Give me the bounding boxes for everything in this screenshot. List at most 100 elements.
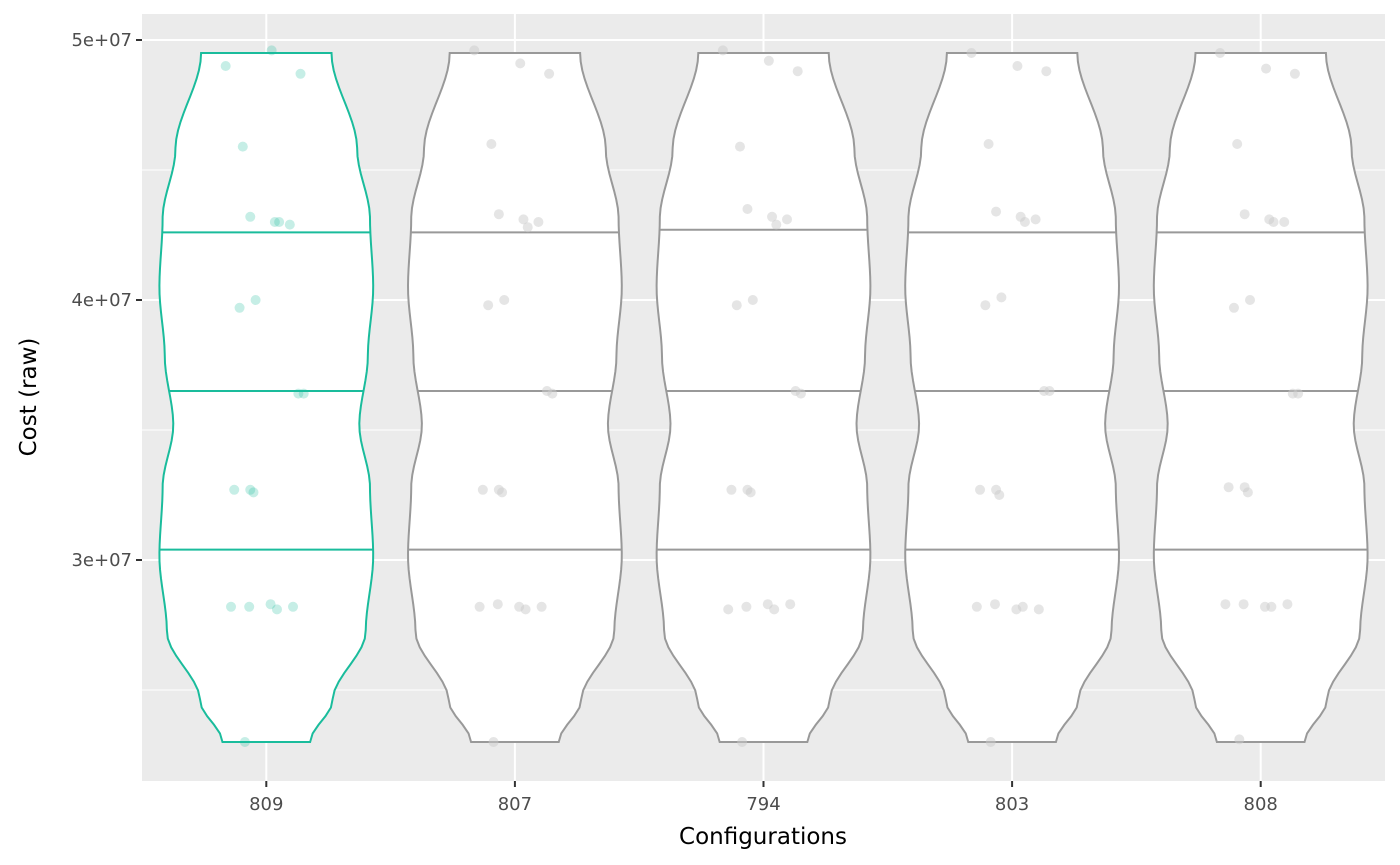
violin-shape <box>655 52 872 743</box>
data-point <box>536 601 547 612</box>
data-point <box>1282 599 1293 610</box>
data-point <box>785 599 796 610</box>
violin-809 <box>158 45 375 747</box>
data-point <box>518 214 529 225</box>
data-point <box>737 737 748 747</box>
data-point <box>483 300 494 311</box>
data-point <box>293 388 304 399</box>
data-point <box>1033 604 1044 615</box>
x-tick-label: 809 <box>249 794 283 815</box>
data-point <box>274 217 285 227</box>
data-point <box>515 58 526 69</box>
data-point <box>741 601 752 612</box>
violin-803 <box>904 48 1120 747</box>
data-point <box>1279 217 1290 227</box>
x-axis: 809 807 794 803 808 <box>249 781 1278 815</box>
y-axis: 3e+07 4e+07 5e+07 <box>71 30 142 571</box>
x-axis-title: Configurations <box>679 824 847 850</box>
data-point <box>1220 599 1231 610</box>
data-point <box>1030 214 1041 225</box>
data-point <box>1239 209 1250 220</box>
data-point <box>229 484 240 495</box>
data-point <box>782 214 793 225</box>
data-point <box>1289 68 1300 79</box>
data-point <box>488 737 499 747</box>
data-point <box>792 66 803 77</box>
data-point <box>1044 386 1055 396</box>
data-point <box>497 487 508 498</box>
data-point <box>239 737 250 747</box>
data-point <box>499 295 510 305</box>
data-point <box>1041 66 1052 77</box>
x-tick-label: 803 <box>995 794 1029 815</box>
data-point <box>745 487 756 498</box>
data-point <box>989 599 1000 610</box>
y-tick-label: 3e+07 <box>71 550 132 571</box>
data-point <box>269 217 280 227</box>
data-point <box>966 48 977 58</box>
data-point <box>1215 48 1226 58</box>
data-point <box>1012 61 1023 71</box>
data-point <box>295 68 306 79</box>
violin-shape <box>407 52 623 743</box>
data-point <box>226 601 237 612</box>
data-point <box>522 222 533 233</box>
data-point <box>996 292 1007 303</box>
violin-807 <box>407 45 623 747</box>
data-point <box>245 484 256 495</box>
data-point <box>991 206 1002 217</box>
data-point <box>723 604 734 615</box>
data-point <box>975 484 986 495</box>
data-point <box>477 484 488 495</box>
data-point <box>486 139 497 149</box>
data-point <box>1261 63 1272 74</box>
data-point <box>1266 601 1277 612</box>
data-point <box>994 490 1005 500</box>
data-point <box>547 388 558 399</box>
data-point <box>284 219 295 230</box>
x-tick-label: 808 <box>1244 794 1278 815</box>
data-point <box>795 388 806 399</box>
violin-shape <box>1152 52 1369 743</box>
data-point <box>1238 599 1249 610</box>
data-point <box>237 141 248 152</box>
data-point <box>985 737 996 747</box>
data-point <box>1232 139 1243 149</box>
violin-shape <box>158 52 375 743</box>
data-point <box>271 604 282 615</box>
data-point <box>726 484 737 495</box>
violin-794 <box>655 45 872 747</box>
violins <box>158 45 1369 747</box>
data-point <box>767 211 778 222</box>
data-point <box>747 295 758 305</box>
data-point <box>492 599 503 610</box>
data-point <box>474 601 485 612</box>
violin-808 <box>1152 48 1369 745</box>
data-point <box>771 219 782 230</box>
data-point <box>983 139 994 149</box>
data-point <box>1017 601 1028 612</box>
data-point <box>544 68 555 79</box>
data-point <box>250 295 261 305</box>
x-tick-label: 794 <box>746 794 780 815</box>
data-point <box>244 601 255 612</box>
y-tick-label: 4e+07 <box>71 290 132 311</box>
data-point <box>763 55 774 66</box>
data-point <box>520 604 531 615</box>
data-point <box>234 302 245 313</box>
data-point <box>734 141 745 152</box>
data-point <box>980 300 991 311</box>
data-point <box>248 487 259 498</box>
data-point <box>1223 482 1234 493</box>
violin-shape <box>904 52 1120 743</box>
data-point <box>742 204 753 214</box>
data-point <box>469 45 480 56</box>
x-tick-label: 807 <box>498 794 532 815</box>
data-point <box>220 61 231 71</box>
data-point <box>769 604 780 615</box>
data-point <box>717 45 728 56</box>
data-point <box>1234 734 1245 745</box>
data-point <box>288 601 299 612</box>
data-point <box>1245 295 1256 305</box>
